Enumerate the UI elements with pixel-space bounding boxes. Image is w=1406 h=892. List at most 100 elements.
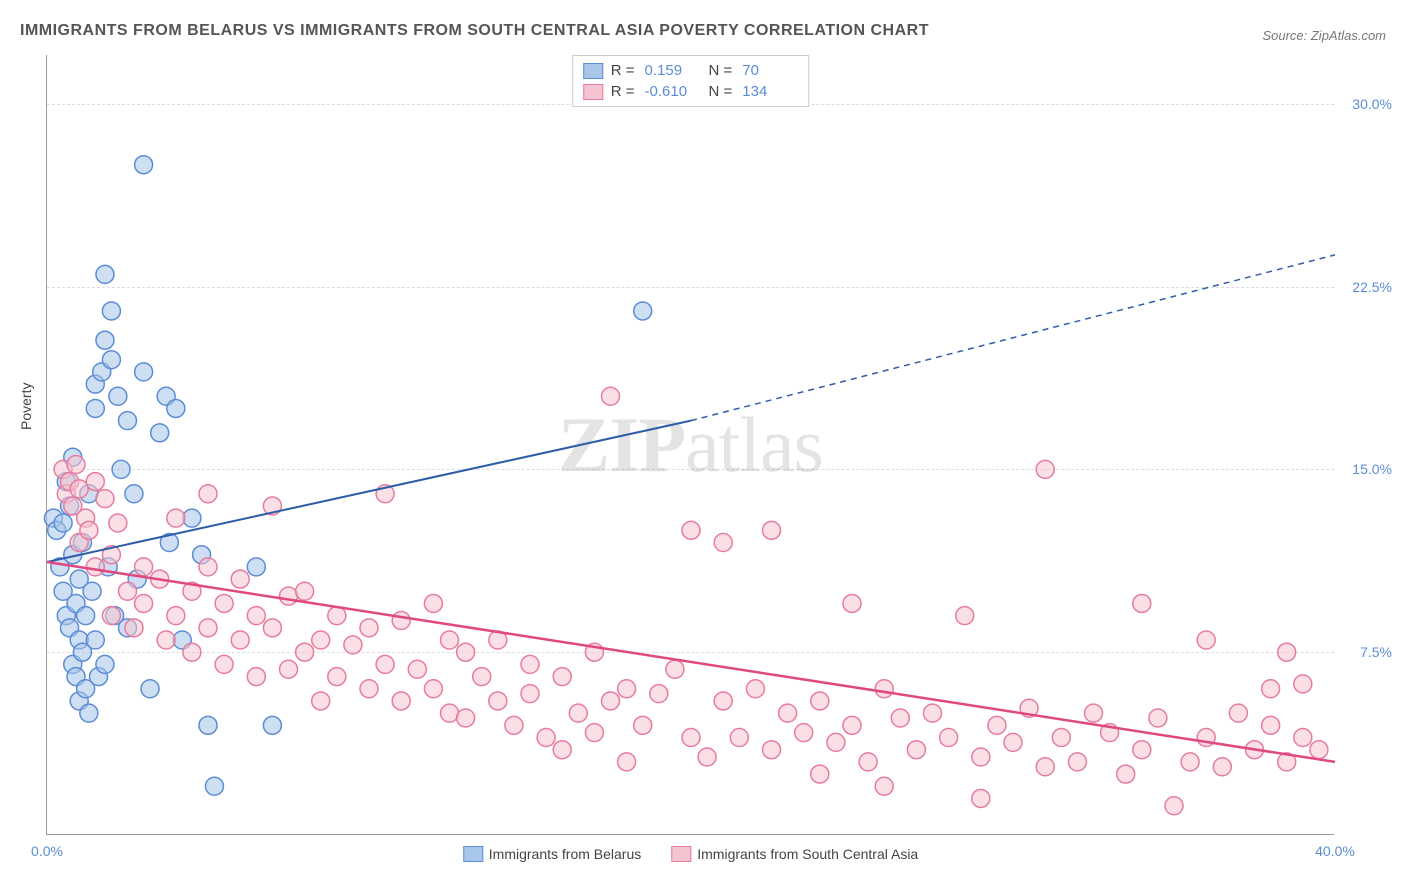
r-value: 0.159 <box>645 62 695 79</box>
data-point <box>537 729 555 747</box>
legend-item: Immigrants from Belarus <box>463 846 641 862</box>
data-point <box>602 387 620 405</box>
data-point <box>779 704 797 722</box>
data-point <box>924 704 942 722</box>
data-point <box>96 490 114 508</box>
data-point <box>344 636 362 654</box>
data-point <box>392 692 410 710</box>
data-point <box>96 655 114 673</box>
data-point <box>682 521 700 539</box>
data-point <box>102 302 120 320</box>
data-point <box>1036 460 1054 478</box>
data-point <box>1294 675 1312 693</box>
data-point <box>183 643 201 661</box>
data-point <box>328 668 346 686</box>
data-point <box>521 685 539 703</box>
data-point <box>956 607 974 625</box>
legend-stat-row: R =-0.610N =134 <box>583 81 799 102</box>
data-point <box>843 594 861 612</box>
data-point <box>376 655 394 673</box>
legend-swatch <box>671 846 691 862</box>
source-label: Source: ZipAtlas.com <box>1262 28 1386 43</box>
data-point <box>424 680 442 698</box>
data-point <box>102 607 120 625</box>
data-point <box>1294 729 1312 747</box>
data-point <box>827 733 845 751</box>
n-label: N = <box>709 62 733 79</box>
data-point <box>119 412 137 430</box>
legend-item: Immigrants from South Central Asia <box>671 846 918 862</box>
legend-swatch <box>583 63 603 79</box>
data-point <box>231 570 249 588</box>
legend-label: Immigrants from South Central Asia <box>697 846 918 862</box>
data-point <box>457 643 475 661</box>
x-tick-label: 0.0% <box>31 843 63 859</box>
data-point <box>891 709 909 727</box>
data-point <box>441 704 459 722</box>
data-point <box>112 460 130 478</box>
legend-bottom: Immigrants from Belarus Immigrants from S… <box>463 846 918 862</box>
data-point <box>714 692 732 710</box>
data-point <box>360 680 378 698</box>
legend-swatch <box>583 84 603 100</box>
data-point <box>86 631 104 649</box>
data-point <box>1004 733 1022 751</box>
chart-plot-area: 7.5%15.0%22.5%30.0% 0.0%40.0% ZIPatlas R… <box>46 55 1334 835</box>
data-point <box>441 631 459 649</box>
data-point <box>80 521 98 539</box>
data-point <box>1052 729 1070 747</box>
r-label: R = <box>611 83 635 100</box>
data-point <box>811 692 829 710</box>
data-point <box>280 587 298 605</box>
data-point <box>1181 753 1199 771</box>
data-point <box>96 331 114 349</box>
data-point <box>1278 643 1296 661</box>
r-value: -0.610 <box>645 83 695 100</box>
data-point <box>730 729 748 747</box>
data-point <box>247 558 265 576</box>
y-tick-label: 22.5% <box>1352 279 1392 295</box>
data-point <box>650 685 668 703</box>
data-point <box>70 480 88 498</box>
data-point <box>875 680 893 698</box>
data-point <box>505 716 523 734</box>
data-point <box>988 716 1006 734</box>
data-point <box>457 709 475 727</box>
scatter-svg <box>47 55 1334 834</box>
data-point <box>634 716 652 734</box>
data-point <box>972 748 990 766</box>
data-point <box>940 729 958 747</box>
r-label: R = <box>611 62 635 79</box>
legend-stats-box: R =0.159N =70R =-0.610N =134 <box>572 55 810 107</box>
data-point <box>1133 594 1151 612</box>
data-point <box>698 748 716 766</box>
data-point <box>666 660 684 678</box>
data-point <box>125 619 143 637</box>
y-tick-label: 30.0% <box>1352 96 1392 112</box>
data-point <box>1085 704 1103 722</box>
data-point <box>473 668 491 686</box>
data-point <box>312 692 330 710</box>
data-point <box>618 680 636 698</box>
trend-line <box>47 421 691 562</box>
data-point <box>811 765 829 783</box>
data-point <box>1068 753 1086 771</box>
data-point <box>1262 680 1280 698</box>
data-point <box>86 558 104 576</box>
data-point <box>585 724 603 742</box>
data-point <box>231 631 249 649</box>
legend-label: Immigrants from Belarus <box>489 846 641 862</box>
data-point <box>199 619 217 637</box>
data-point <box>634 302 652 320</box>
data-point <box>521 655 539 673</box>
data-point <box>1133 741 1151 759</box>
data-point <box>215 594 233 612</box>
data-point <box>328 607 346 625</box>
data-point <box>746 680 764 698</box>
data-point <box>167 607 185 625</box>
data-point <box>119 582 137 600</box>
data-point <box>141 680 159 698</box>
data-point <box>1117 765 1135 783</box>
data-point <box>602 692 620 710</box>
data-point <box>109 387 127 405</box>
